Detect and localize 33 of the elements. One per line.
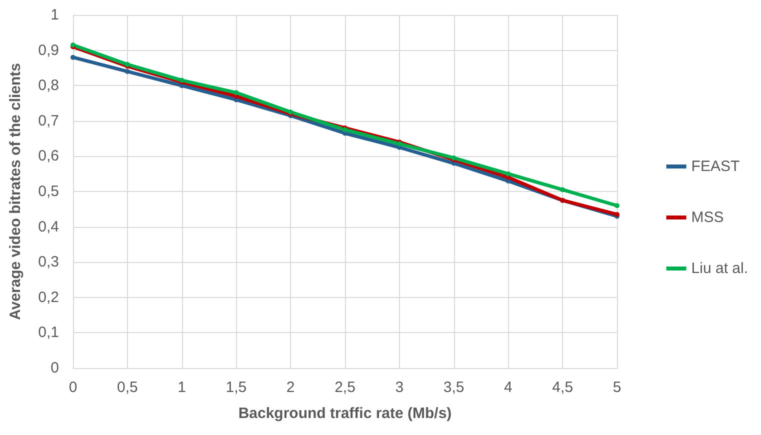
legend-label: MSS [691,209,724,226]
y-tick-label: 0,7 [38,112,59,130]
x-tick-label: 0,5 [116,379,138,396]
point [234,90,239,96]
y-tick-label: 0 [50,360,59,376]
point [124,68,130,74]
y-tick-label: 0,9 [38,42,59,59]
legend-label: Liu at al. [691,260,748,277]
x-axis-title: Background traffic rate (Mb/s) [238,405,452,422]
point [614,203,620,208]
y-tick-label: 0,2 [38,288,59,306]
y-tick-label: 1 [50,6,59,24]
y-tick-label: 0,8 [38,77,59,94]
y-tick-label: 0,1 [38,324,59,342]
x-tick-label: 3,5 [443,379,464,396]
x-tick-label: 2 [286,379,295,396]
y-tick-label: 0,6 [38,148,59,165]
x-tick-label: 3 [395,379,404,396]
point [70,54,76,60]
x-tick-label: 4 [504,379,512,396]
x-tick-label: 1,5 [226,379,247,396]
y-tick-label: 0,5 [38,183,59,200]
point [506,171,511,176]
x-tick-label: 2,5 [334,379,356,396]
x-tick-label: 4,5 [552,379,574,396]
x-tick-label: 5 [612,379,622,396]
x-tick-label: 1 [178,379,186,396]
x-tick-label: 0 [68,379,78,396]
y-tick-label: 0,3 [38,254,59,271]
y-tick-label: 0,4 [38,218,59,236]
y-axis-title: Average video bitrates of the clients [7,62,24,320]
point [560,187,566,192]
legend-label: FEAST [691,158,740,175]
